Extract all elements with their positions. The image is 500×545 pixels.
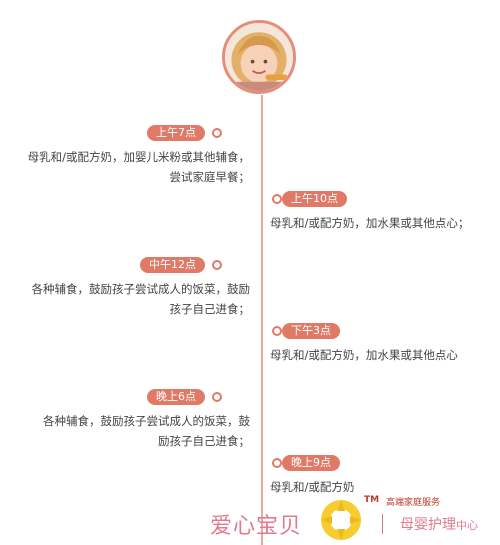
- timeline-dot: [212, 392, 222, 402]
- footer-divider: [382, 514, 383, 534]
- description-line: 母乳和/或配方奶，加水果或其他点心；: [270, 216, 470, 230]
- timeline-dot: [212, 260, 222, 270]
- meal-description: 母乳和/或配方奶，加水果或其他点心；: [270, 213, 469, 233]
- timeline-dot: [272, 194, 282, 204]
- description-line: 各种辅食，鼓励孩子尝试成人的饭菜，鼓: [43, 414, 250, 428]
- description-line: 母乳和/或配方奶: [270, 480, 355, 494]
- time-badge: 上午10点: [282, 191, 347, 207]
- description-line: 孩子自己进食；: [169, 302, 251, 316]
- center-name-suffix: 中心: [456, 519, 478, 532]
- child-photo-icon: [225, 23, 293, 91]
- timeline-dot: [272, 458, 282, 468]
- meal-description: 母乳和/或配方奶，加婴儿米粉或其他辅食， 尝试家庭早餐；: [28, 147, 250, 187]
- time-badge: 下午3点: [282, 323, 340, 339]
- time-badge: 上午7点: [147, 125, 205, 141]
- time-badge: 晚上6点: [147, 389, 205, 405]
- timeline-dot: [212, 128, 222, 138]
- time-badge: 中午12点: [140, 257, 205, 273]
- description-line: 各种辅食，鼓励孩子尝试成人的饭菜，鼓励: [31, 282, 251, 296]
- avatar: [222, 20, 296, 94]
- center-name-main: 母婴护理: [400, 517, 456, 533]
- footer-brand: 爱心宝贝: [210, 514, 303, 539]
- description-line: 励孩子自己进食；: [158, 434, 250, 448]
- meal-description: 母乳和/或配方奶: [270, 477, 354, 497]
- meal-description: 各种辅食，鼓励孩子尝试成人的饭菜，鼓励孩子自己进食；: [43, 411, 250, 451]
- timeline-line: [261, 95, 263, 545]
- description-line: 母乳和/或配方奶，加水果或其他点心: [270, 348, 458, 362]
- meal-description: 母乳和/或配方奶，加水果或其他点心: [270, 345, 458, 365]
- trademark: TM: [364, 495, 380, 505]
- timeline-dot: [272, 326, 282, 336]
- center-name: 母婴护理中心: [400, 514, 478, 534]
- meal-description: 各种辅食，鼓励孩子尝试成人的饭菜，鼓励孩子自己进食；: [32, 279, 251, 319]
- service-label: 高端家庭服务: [386, 498, 441, 508]
- time-badge: 晚上9点: [282, 455, 340, 471]
- description-line: 母乳和/或配方奶，加婴儿米粉或其他辅食，: [27, 150, 250, 164]
- description-line: 尝试家庭早餐；: [169, 170, 251, 184]
- sun-logo-icon: [321, 500, 361, 540]
